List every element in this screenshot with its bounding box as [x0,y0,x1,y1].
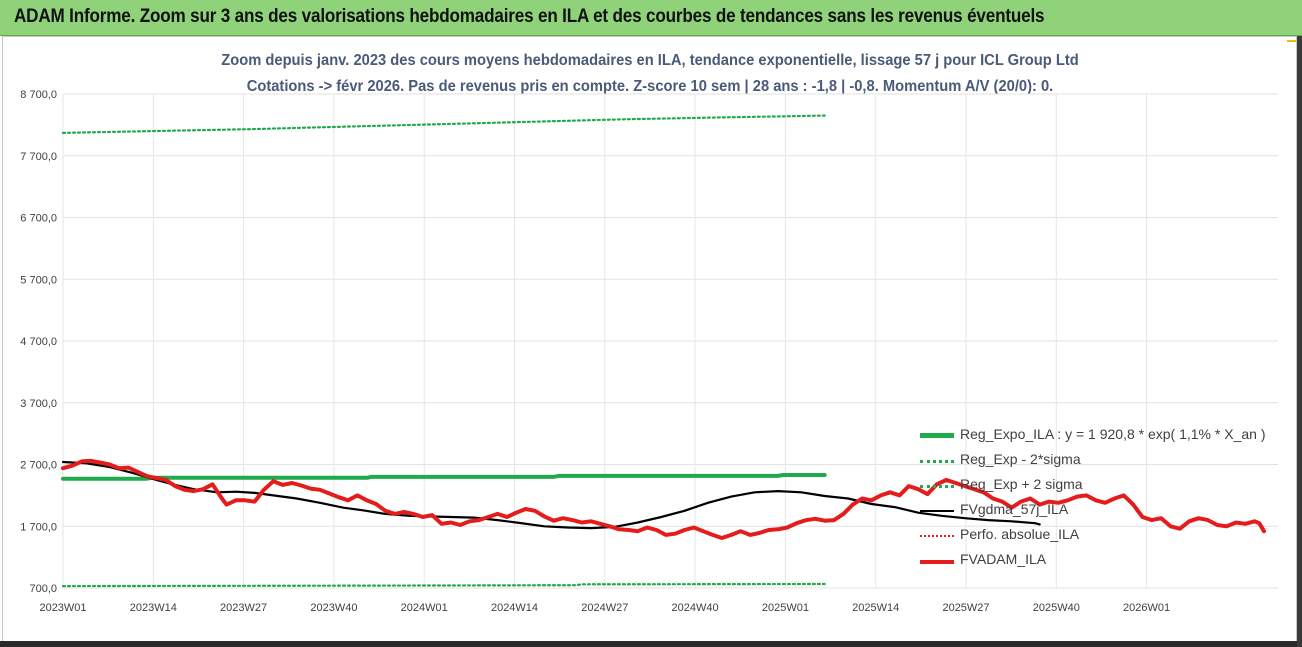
header-banner: ADAM Informe. Zoom sur 3 ans des valoris… [0,0,1302,36]
x-tick-label: 2023W27 [220,602,267,614]
y-tick-label: 4 700,0 [20,336,57,348]
window-right-edge [1297,36,1302,647]
legend-item-reg-exp-minus: Reg_Exp - 2*sigma [918,448,1298,473]
y-axis-ticks: 8 700,0 7 700,0 6 700,0 5 700,0 4 700,0 3 700… [20,89,57,595]
chart-title: Zoom depuis janv. 2023 des cours moyens … [221,52,1079,69]
x-tick-label: 2025W14 [852,602,899,614]
y-tick-label: 8 700,0 [20,89,57,101]
legend-item-reg-expo: Reg_Expo_ILA : y = 1 920,8 * exp( 1,1% *… [918,423,1298,448]
legend-swatch [920,460,954,463]
legend-label: Reg_Exp - 2*sigma [960,451,1081,467]
legend-label: Reg_Exp + 2 sigma [960,476,1083,492]
series-line-2 [61,582,826,588]
legend-label: Reg_Expo_ILA : y = 1 920,8 * exp( 1,1% *… [960,426,1266,442]
x-tick-label: 2023W01 [39,602,86,614]
series-lines [61,114,1266,588]
x-tick-label: 2023W40 [310,602,357,614]
legend-label: FVADAM_ILA [960,551,1047,567]
x-tick-label: 2024W40 [672,602,719,614]
legend-item-perfo: Perfo. absolue_ILA [918,523,1298,548]
legend-swatch [920,485,954,488]
x-tick-label: 2025W01 [762,602,809,614]
y-tick-label: 700,0 [29,583,57,595]
series-line-0 [61,473,827,481]
x-tick-label: 2024W27 [581,602,628,614]
legend-item-reg-exp-plus: Reg_Exp + 2 sigma [918,473,1298,498]
legend-swatch [920,560,954,564]
legend-label: Perfo. absolue_ILA [960,526,1080,542]
x-tick-label: 2023W14 [130,602,177,614]
series-line-3 [61,460,1041,530]
y-tick-label: 5 700,0 [20,274,57,286]
x-tick-label: 2026W01 [1123,602,1170,614]
x-tick-label: 2024W01 [401,602,448,614]
chart-subtitle: Cotations -> févr 2026. Pas de revenus p… [246,78,1054,95]
legend-swatch [920,510,954,512]
y-tick-label: 6 700,0 [20,213,57,225]
y-tick-label: 1 700,0 [20,521,57,533]
y-tick-label: 7 700,0 [20,151,57,163]
x-axis-ticks: 2023W01 2023W14 2023W27 2023W40 2024W01 2024W… [39,602,1170,614]
report-title: ADAM Informe. Zoom sur 3 ans des valoris… [14,6,1045,27]
legend-label: FVgdma_57j_ILA [960,501,1069,517]
series-line-5 [61,458,1266,540]
series-line-1 [61,114,826,134]
y-tick-label: 3 700,0 [20,398,57,410]
grid-lines [62,93,1278,589]
legend-swatch [920,535,954,537]
x-tick-label: 2024W14 [491,602,538,614]
legend-item-fvadam: FVADAM_ILA [918,548,1298,573]
x-tick-label: 2025W27 [942,602,989,614]
legend-swatch [920,433,954,438]
window-bottom-edge [0,641,1302,647]
y-tick-label: 2 700,0 [20,460,57,472]
legend-item-fvgdma: FVgdma_57j_ILA [918,498,1298,523]
x-tick-label: 2025W40 [1033,602,1080,614]
